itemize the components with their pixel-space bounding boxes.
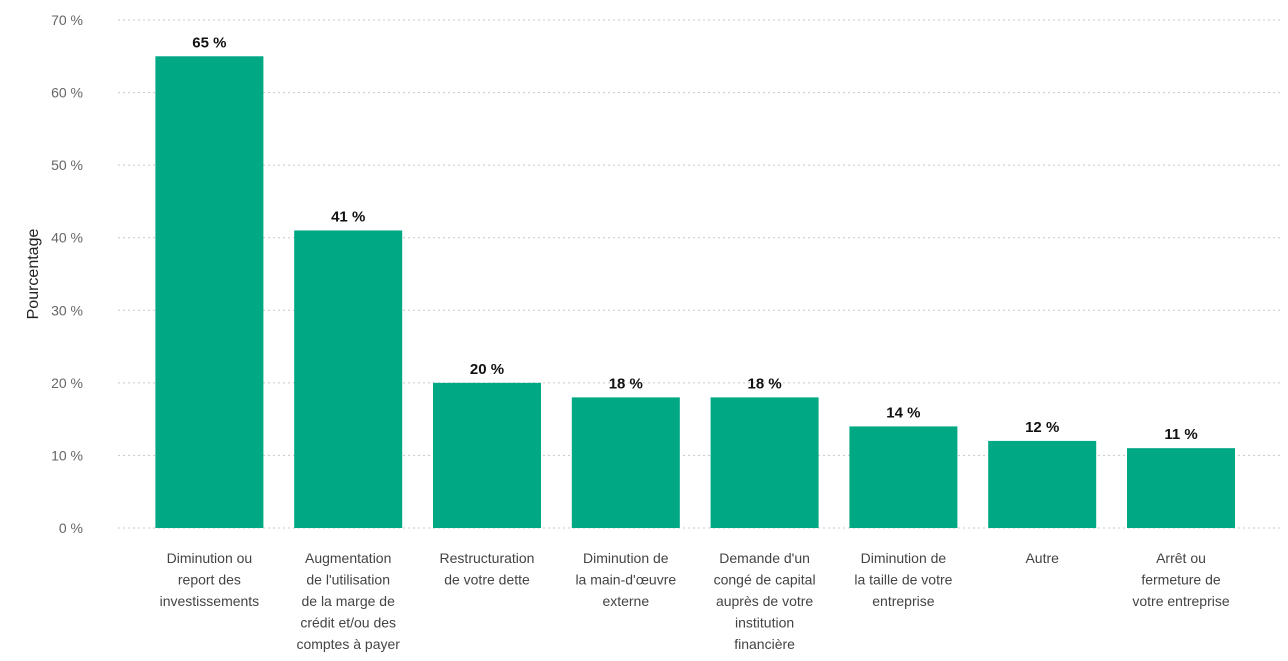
x-tick-label: Restructuration de votre dette xyxy=(440,550,535,588)
y-tick-label: 40 % xyxy=(51,230,83,246)
bar xyxy=(155,56,264,529)
grid-lines xyxy=(118,19,1282,529)
x-tick-label: Arrêt ou fermeture de votre entreprise xyxy=(1132,550,1229,609)
y-tick-label: 20 % xyxy=(51,375,83,391)
bar xyxy=(849,426,958,528)
data-label: 65 % xyxy=(192,34,226,51)
x-tick-label: Augmentation de l'utilisation de la marge … xyxy=(296,550,400,652)
data-label: 18 % xyxy=(609,375,643,392)
x-tick-label: Diminution de la taille de votre entrepris… xyxy=(854,550,952,609)
y-tick-label: 0 % xyxy=(59,520,83,536)
y-tick-label: 70 % xyxy=(51,12,83,28)
x-tick-label: Diminution de la main-d'œuvre externe xyxy=(575,550,676,609)
data-label: 41 % xyxy=(331,208,365,225)
data-label: 14 % xyxy=(886,404,920,421)
y-tick-label: 30 % xyxy=(51,302,83,318)
data-label: 18 % xyxy=(747,375,781,392)
bar xyxy=(571,397,680,528)
data-labels: 65 % 41 % 20 % 18 % 18 % 14 % 12 % 11 % xyxy=(192,34,1197,443)
bar xyxy=(988,440,1097,528)
y-axis-label: Pourcentage xyxy=(25,229,42,320)
y-tick-label: 50 % xyxy=(51,157,83,173)
x-tick-label: Demande d'un congé de capital auprès de vo… xyxy=(714,550,816,652)
y-tick-label: 10 % xyxy=(51,447,83,463)
data-label: 12 % xyxy=(1025,419,1059,436)
bar xyxy=(294,230,403,528)
bar xyxy=(433,382,541,528)
bars xyxy=(155,56,1235,529)
bar xyxy=(1127,448,1235,528)
x-tick-label: Autre xyxy=(1025,550,1059,566)
data-label: 20 % xyxy=(470,361,504,378)
bar xyxy=(710,397,819,528)
y-axis-ticks: 0 % 10 % 20 % 30 % 40 % 50 % 60 % 70 % xyxy=(51,12,83,536)
data-label: 11 % xyxy=(1164,426,1197,443)
y-tick-label: 60 % xyxy=(51,85,83,101)
x-axis-categories: Diminution ou report des investissements Au… xyxy=(160,550,1230,652)
x-tick-label: Diminution ou report des investissements xyxy=(160,550,260,609)
